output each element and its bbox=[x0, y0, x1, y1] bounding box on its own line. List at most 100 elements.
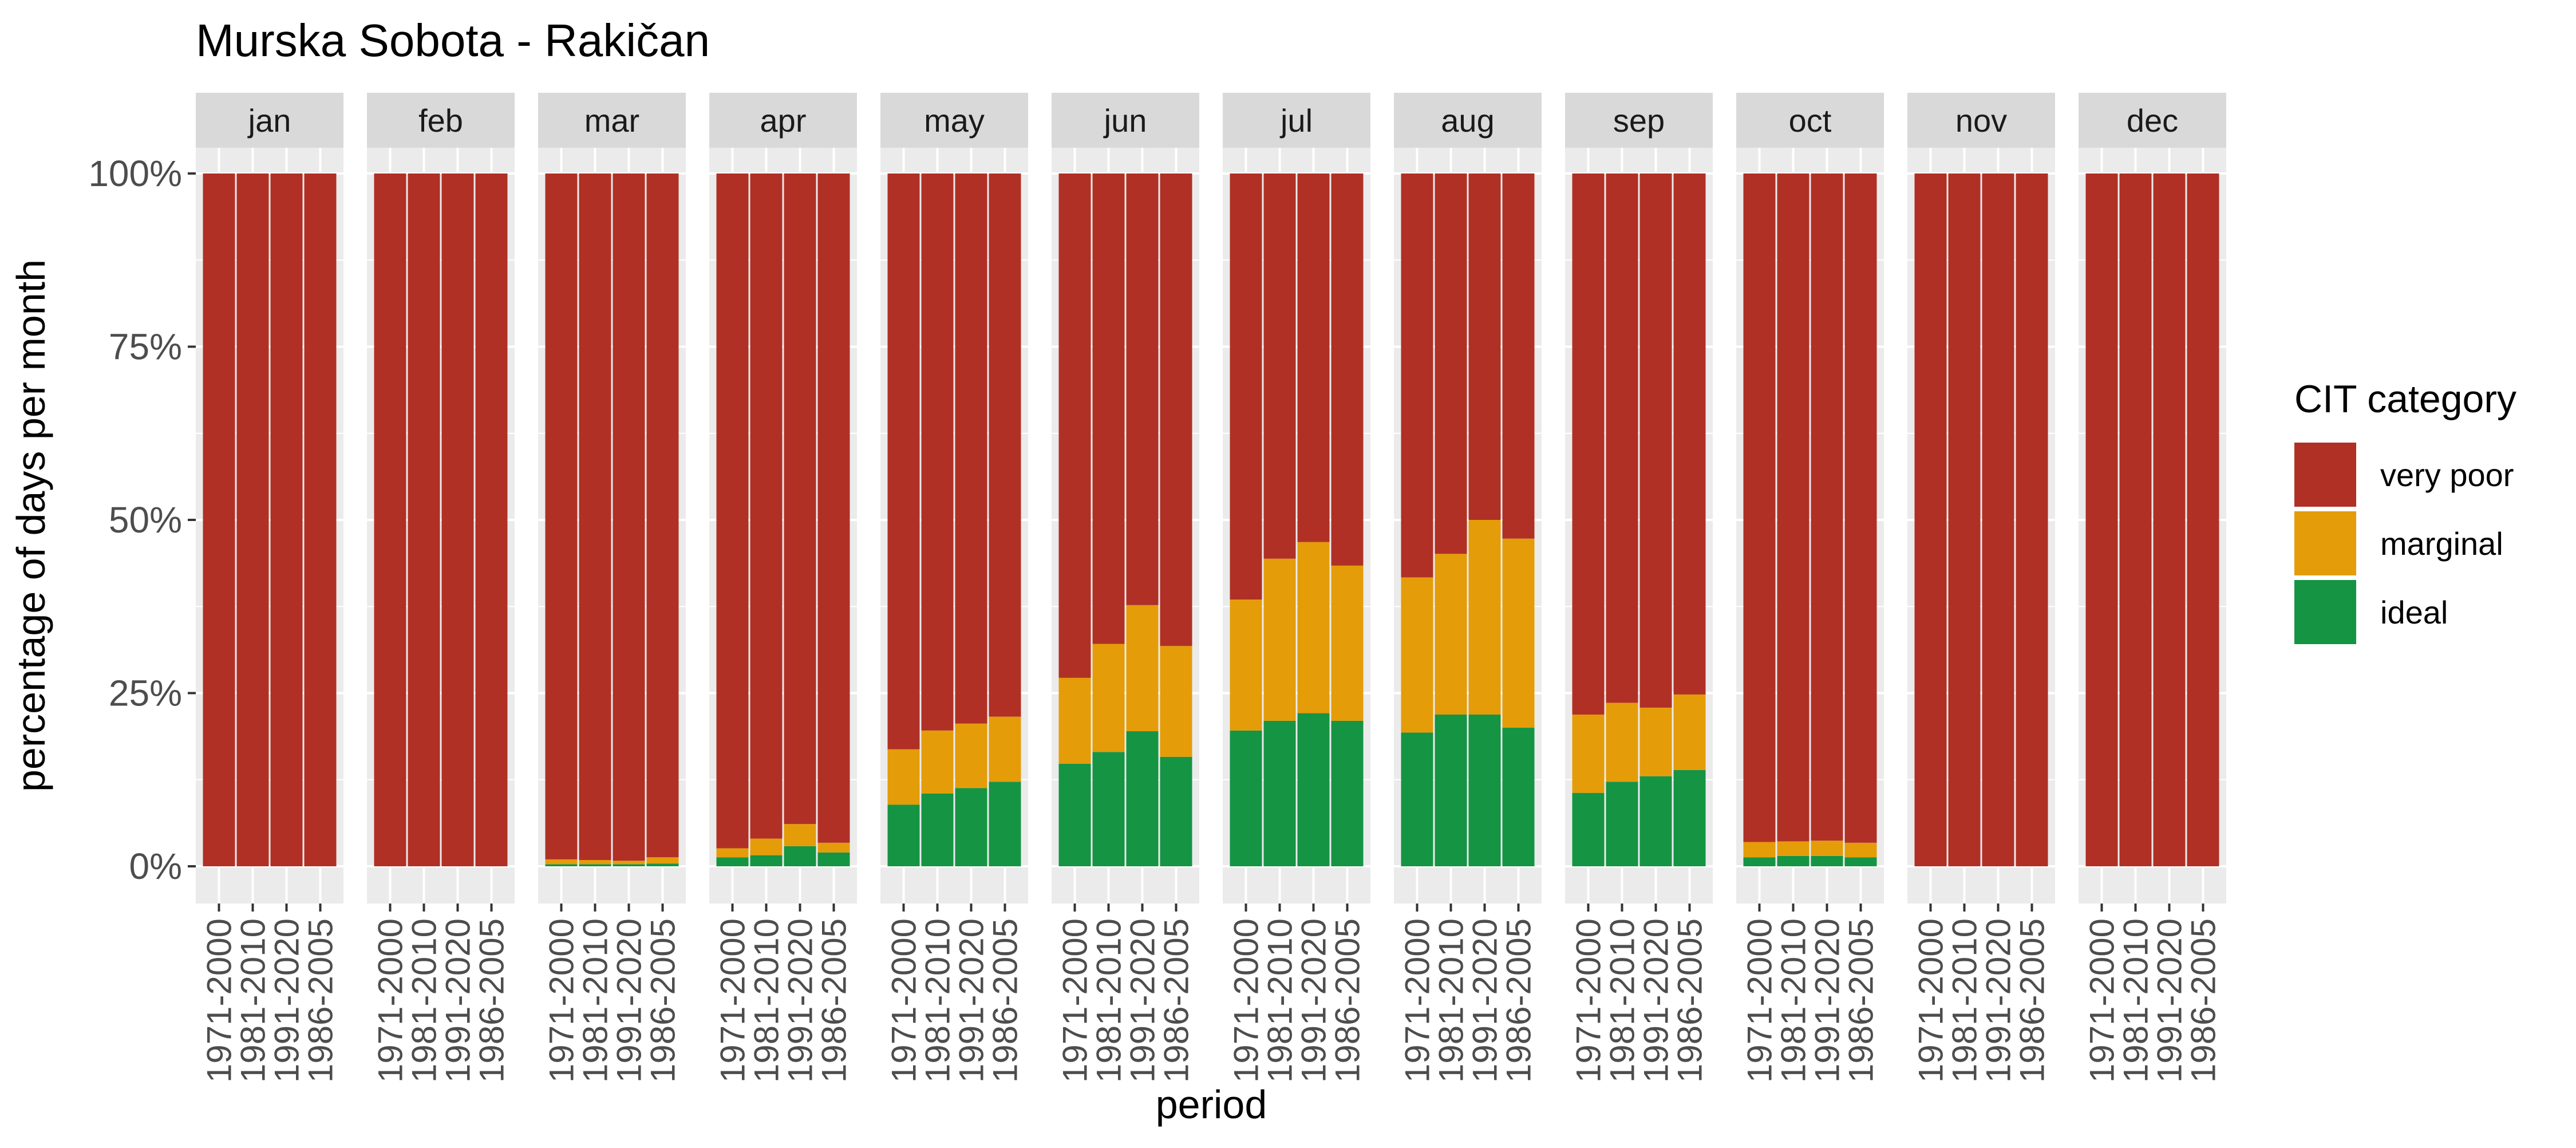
x-tick-label: 1981-2010 bbox=[1775, 918, 1813, 1083]
facet-strip bbox=[367, 93, 515, 148]
bar-ideal bbox=[1331, 720, 1364, 866]
legend-item: ideal bbox=[2294, 580, 2448, 644]
bar-very-poor bbox=[1777, 173, 1809, 842]
bar-very-poor bbox=[1468, 173, 1501, 520]
bar-ideal bbox=[1777, 855, 1809, 866]
bar-ideal bbox=[716, 857, 749, 866]
legend-key bbox=[2294, 443, 2356, 507]
bar-very-poor bbox=[1844, 173, 1877, 843]
bar-very-poor bbox=[1435, 173, 1467, 554]
x-tick-label: 1986-2005 bbox=[1500, 918, 1538, 1083]
bar-very-poor bbox=[374, 173, 406, 866]
x-tick-label: 1991-2020 bbox=[1124, 918, 1162, 1083]
bar-very-poor bbox=[921, 173, 954, 731]
bar-ideal bbox=[1263, 720, 1296, 866]
bar-ideal bbox=[579, 864, 611, 866]
bar-ideal bbox=[545, 864, 578, 866]
bar-very-poor bbox=[2016, 173, 2048, 866]
bar-ideal bbox=[1092, 752, 1125, 866]
bar-very-poor bbox=[304, 173, 337, 866]
x-tick-label: 1986-2005 bbox=[644, 918, 682, 1083]
bar-very-poor bbox=[475, 173, 508, 866]
y-tick-label: 75% bbox=[109, 326, 182, 368]
x-tick-label: 1981-2010 bbox=[1090, 918, 1128, 1083]
bar-marginal bbox=[1673, 694, 1706, 770]
x-tick-label: 1971-2000 bbox=[543, 918, 581, 1083]
bar-marginal bbox=[887, 749, 920, 805]
facet-strip bbox=[196, 93, 343, 148]
facet-strip bbox=[709, 93, 857, 148]
bar-very-poor bbox=[1982, 173, 2014, 866]
bar-very-poor bbox=[955, 173, 987, 724]
legend-title: CIT category bbox=[2294, 377, 2516, 421]
bar-ideal bbox=[1673, 770, 1706, 866]
x-tick-label: 1981-2010 bbox=[234, 918, 272, 1083]
facet-strip-label: sep bbox=[1613, 102, 1665, 139]
bar-very-poor bbox=[784, 173, 816, 824]
bar-ideal bbox=[989, 782, 1021, 866]
x-tick-label: 1991-2020 bbox=[1980, 918, 2018, 1083]
x-tick-label: 1981-2010 bbox=[576, 918, 615, 1083]
bar-ideal bbox=[1743, 857, 1776, 866]
facet-strip bbox=[1223, 93, 1370, 148]
facet-strip bbox=[538, 93, 686, 148]
bar-ideal bbox=[1435, 715, 1467, 866]
bar-very-poor bbox=[989, 173, 1021, 717]
bar-marginal bbox=[1777, 841, 1809, 856]
y-tick-label: 50% bbox=[109, 499, 182, 541]
bar-marginal bbox=[1263, 558, 1296, 721]
x-tick-label: 1986-2005 bbox=[2013, 918, 2052, 1083]
bar-ideal bbox=[1606, 782, 1638, 866]
bar-ideal bbox=[1502, 728, 1535, 866]
bar-very-poor bbox=[1743, 173, 1776, 842]
facet-strip-label: apr bbox=[760, 102, 807, 139]
bar-very-poor bbox=[408, 173, 440, 866]
bar-very-poor bbox=[2085, 173, 2118, 866]
bar-very-poor bbox=[716, 173, 749, 849]
bar-very-poor bbox=[1230, 173, 1262, 600]
bar-marginal bbox=[921, 730, 954, 794]
legend-key bbox=[2294, 580, 2356, 644]
bar-marginal bbox=[1844, 842, 1877, 858]
bar-very-poor bbox=[579, 173, 611, 861]
legend-items: very poor marginal ideal bbox=[2294, 443, 2514, 644]
bar-very-poor bbox=[1401, 173, 1433, 578]
facet-strip-label: dec bbox=[2127, 102, 2178, 139]
bar-marginal bbox=[1160, 646, 1192, 757]
x-tick-label: 1981-2010 bbox=[919, 918, 957, 1083]
y-tick-label: 25% bbox=[109, 673, 182, 714]
facet-strip-label: oct bbox=[1789, 102, 1832, 139]
x-tick-label: 1986-2005 bbox=[2184, 918, 2223, 1083]
y-tick-label: 0% bbox=[129, 846, 183, 887]
x-tick-label: 1981-2010 bbox=[1946, 918, 1984, 1083]
x-axis-title: period bbox=[1156, 1082, 1267, 1127]
bar-very-poor bbox=[1914, 173, 1947, 866]
facet-strip-label: feb bbox=[418, 102, 463, 139]
bar-marginal bbox=[1401, 577, 1433, 733]
x-tick-label: 1971-2000 bbox=[1570, 918, 1608, 1083]
facet-strip-label: may bbox=[924, 102, 985, 139]
bar-ideal bbox=[1126, 731, 1159, 866]
x-tick-label: 1991-2020 bbox=[439, 918, 477, 1083]
bar-very-poor bbox=[1606, 173, 1638, 703]
bar-very-poor bbox=[613, 173, 645, 861]
legend-label: marginal bbox=[2380, 526, 2503, 562]
bar-very-poor bbox=[2187, 173, 2219, 866]
x-tick-label: 1981-2010 bbox=[1432, 918, 1471, 1083]
facet-strip bbox=[1736, 93, 1884, 148]
bar-very-poor bbox=[1263, 173, 1296, 559]
bar-marginal bbox=[1435, 554, 1467, 715]
x-tick-label: 1971-2000 bbox=[1056, 918, 1095, 1083]
bar-marginal bbox=[989, 716, 1021, 782]
